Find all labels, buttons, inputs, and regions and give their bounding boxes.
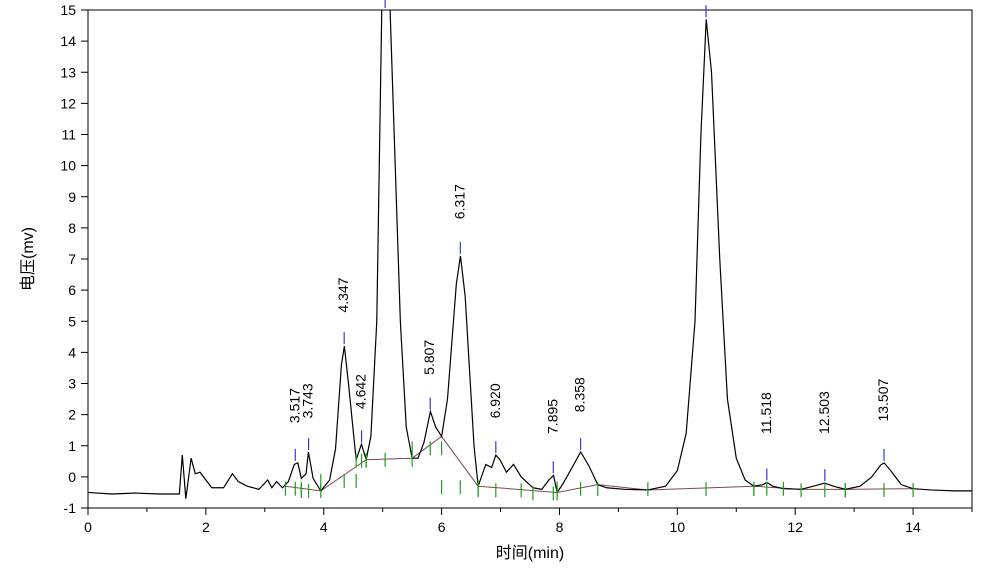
x-tick-label: 8: [556, 519, 564, 535]
x-tick-label: 0: [84, 519, 92, 535]
y-tick-label: 12: [60, 95, 76, 111]
y-tick-label: 4: [68, 344, 76, 360]
y-tick-label: 15: [60, 2, 76, 18]
y-tick-label: 2: [68, 407, 76, 423]
y-tick-label: 3: [68, 376, 76, 392]
plot-border: [88, 10, 972, 508]
y-tick-label: 9: [68, 189, 76, 205]
peak-label: 8.358: [572, 377, 588, 412]
y-tick-label: 6: [68, 282, 76, 298]
peak-label: 6.317: [451, 184, 467, 219]
x-tick-label: 12: [787, 519, 803, 535]
peak-label: 7.895: [544, 399, 560, 434]
peak-label: 3.743: [300, 383, 316, 418]
x-tick-label: 6: [438, 519, 446, 535]
peak-label: 11.518: [758, 392, 774, 434]
y-tick-label: 14: [60, 33, 76, 49]
x-axis-title: 时间(min): [496, 544, 564, 562]
y-tick-label: 1: [68, 438, 76, 454]
y-tick-label: 8: [68, 220, 76, 236]
x-tick-label: 4: [320, 519, 328, 535]
peak-label: 5.807: [421, 340, 437, 375]
x-tick-label: 14: [905, 519, 921, 535]
y-tick-label: 13: [60, 64, 76, 80]
peak-label: 4.642: [353, 374, 369, 409]
y-tick-label: 10: [60, 158, 76, 174]
peak-label: 6.920: [487, 383, 503, 418]
y-tick-label: -1: [64, 500, 77, 516]
x-tick-label: 10: [670, 519, 686, 535]
y-tick-label: 7: [68, 251, 76, 267]
chart-svg: 02468101214时间(min)-101234567891011121314…: [0, 0, 1000, 583]
baseline-trace: [285, 436, 913, 492]
y-tick-label: 0: [68, 469, 76, 485]
y-tick-label: 11: [61, 127, 76, 143]
y-tick-label: 5: [68, 313, 76, 329]
signal-trace: [88, 0, 972, 499]
peak-label: 4.347: [335, 277, 351, 312]
x-tick-label: 2: [202, 519, 210, 535]
y-axis-title: 电压(mv): [19, 227, 37, 291]
chromatogram-chart: { "chart": { "type": "line", "width_px":…: [0, 0, 1000, 583]
peak-label: 12.503: [816, 391, 832, 434]
peak-label: 13.507: [875, 378, 891, 421]
